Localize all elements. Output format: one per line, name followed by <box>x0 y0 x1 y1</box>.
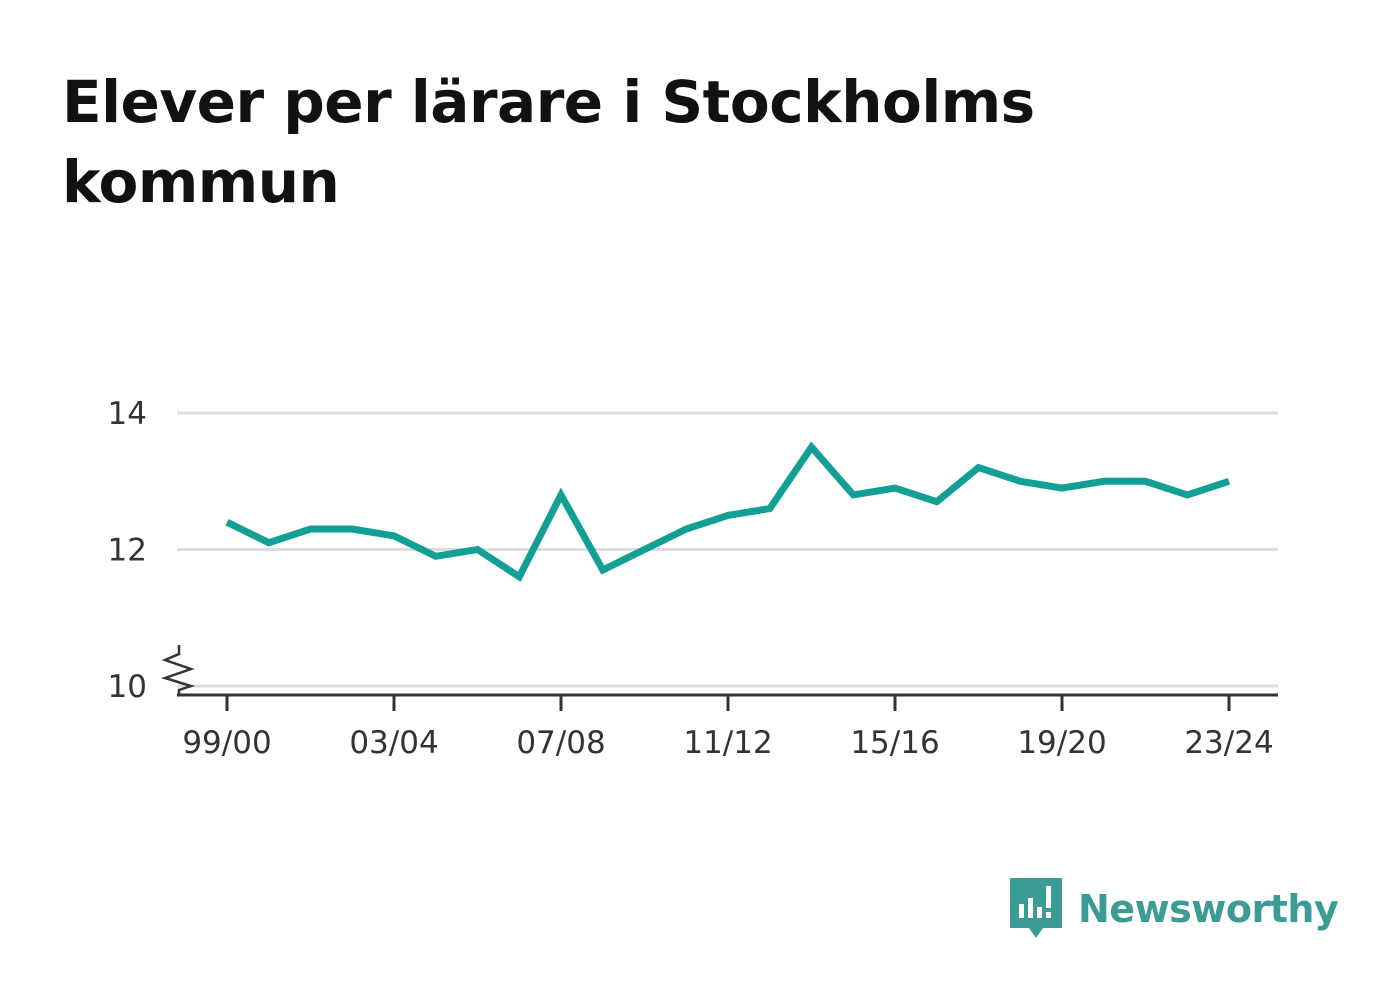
y-axis-break-icon <box>160 645 196 695</box>
x-tick-label: 03/04 <box>349 725 438 761</box>
x-tick-labels: 99/00 03/04 07/08 11/12 15/16 19/20 23/24 <box>182 725 1273 761</box>
brand-name: Newsworthy <box>1078 887 1339 931</box>
y-tick-label: 10 <box>108 669 147 705</box>
y-tick-labels: 10 12 14 <box>108 396 147 705</box>
x-tick-label: 23/24 <box>1184 725 1273 761</box>
x-tick-label: 11/12 <box>683 725 772 761</box>
series-lines <box>225 441 1231 582</box>
x-axis <box>177 693 1278 711</box>
newsworthy-logo-icon <box>1010 878 1062 938</box>
series-line <box>225 441 1231 582</box>
x-tick-label: 15/16 <box>850 725 939 761</box>
y-tick-label: 12 <box>108 533 147 569</box>
y-tick-label: 14 <box>108 396 147 432</box>
x-tick-label: 07/08 <box>516 725 605 761</box>
x-tick-label: 19/20 <box>1017 725 1106 761</box>
x-tick-label: 99/00 <box>182 725 271 761</box>
brand-logo: Newsworthy <box>1010 878 1339 940</box>
y-axis-break-icon <box>160 645 196 695</box>
gridlines <box>177 411 1278 688</box>
chart-title: Elever per lärare i Stockholms kommun <box>62 68 1035 216</box>
